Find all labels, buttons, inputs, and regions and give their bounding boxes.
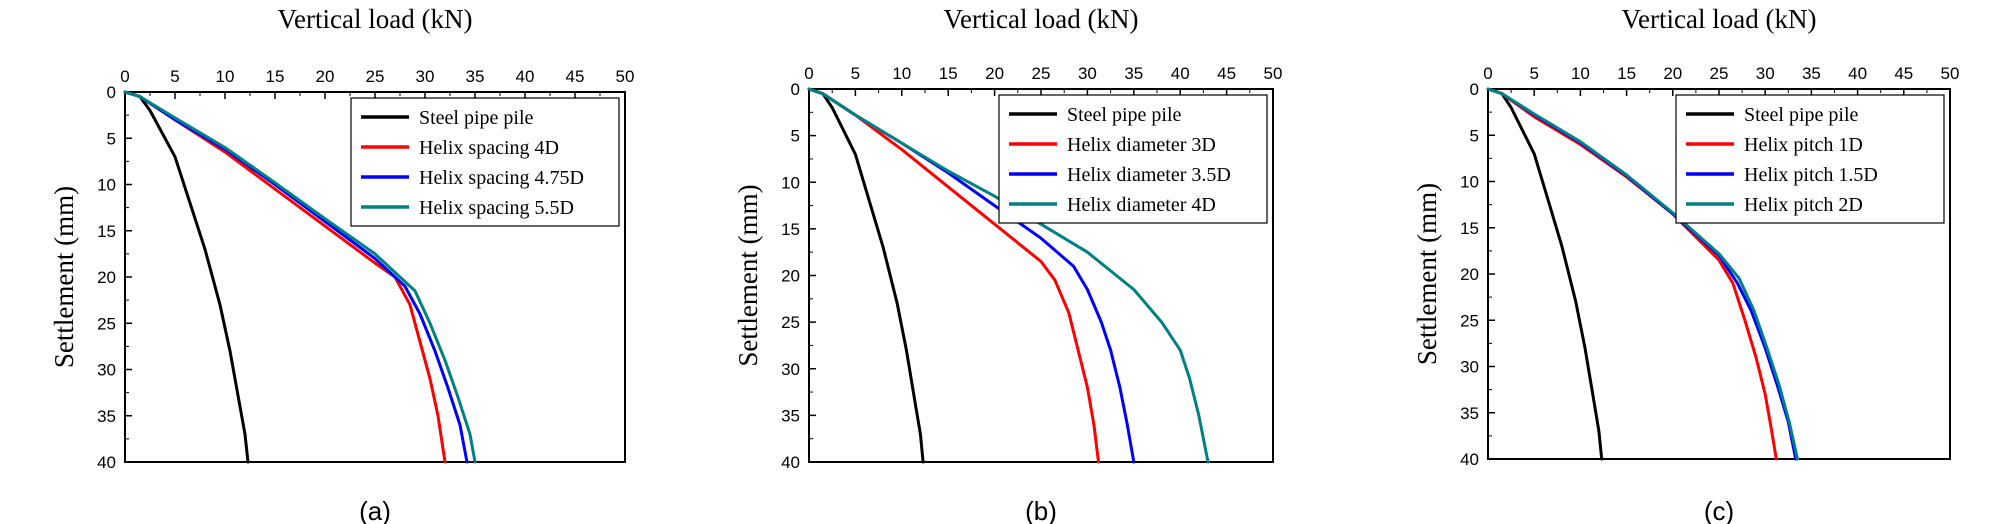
legend: Steel pipe pile Helix spacing 4D Helix spa… [350,97,620,227]
legend-box [350,97,620,227]
y-tick-label: 20 [97,268,116,287]
x-tick-label: 10 [216,67,235,86]
x-tick-label: 40 [1848,64,1867,83]
x-tick-label: 20 [316,67,335,86]
y-tick-label: 15 [97,222,116,241]
x-tick-label: 25 [1710,64,1729,83]
y-tick-label: 10 [97,176,116,195]
x-tick-label: 15 [1617,64,1636,83]
y-tick-label: 20 [781,267,800,286]
legend-label: Helix pitch 1D [1744,134,1863,156]
x-axis-title: Vertical load (kN) [1622,4,1817,34]
y-tick-label: 15 [1460,219,1479,238]
x-tick-label: 45 [1217,64,1236,83]
legend-label: Helix pitch 1.5D [1744,164,1878,186]
x-tick-label: 35 [1802,64,1821,83]
x-axis-title: Vertical load (kN) [278,4,473,34]
x-tick-label: 20 [1663,64,1682,83]
legend-label: Helix spacing 4D [419,137,559,159]
x-tick-label: 25 [1032,64,1051,83]
x-tick-label: 40 [1171,64,1190,83]
y-axis-title: Settlement (mm) [49,186,79,368]
legend-box [998,94,1268,224]
x-tick-label: 40 [516,67,535,86]
y-tick-label: 40 [1460,450,1479,469]
x-tick-label: 5 [1529,64,1538,83]
legend: Steel pipe pile Helix pitch 1D Helix pitch… [1675,94,1945,224]
x-tick-label: 20 [985,64,1004,83]
series-line-4 [123,90,477,464]
y-tick-label: 40 [781,453,800,472]
y-tick-label: 35 [1460,404,1479,423]
series-line-2 [1486,87,1778,461]
legend: Steel pipe pile Helix diameter 3D Helix di… [998,94,1268,224]
legend-label: Helix pitch 2D [1744,194,1863,216]
x-tick-label: 15 [266,67,285,86]
series-line-4 [1486,87,1799,461]
series-line-4 [807,87,1210,464]
x-tick-label: 50 [616,67,635,86]
x-tick-label: 10 [892,64,911,83]
x-tick-label: 0 [804,64,813,83]
y-tick-label: 30 [97,361,116,380]
legend-label: Helix diameter 3D [1067,134,1216,156]
x-tick-label: 45 [566,67,585,86]
y-tick-label: 0 [107,83,116,102]
y-tick-label: 25 [781,313,800,332]
chart-panel: 0 5 10 15 20 25 30 35 40 45 50 0 5 10 15 20 25 30 35 40 Vert… [1412,4,1959,524]
x-tick-label: 0 [120,67,129,86]
y-axis-title: Settlement (mm) [1412,183,1442,365]
y-tick-label: 0 [791,80,800,99]
x-tick-label: 5 [170,67,179,86]
panel-label: (c) [1704,496,1734,524]
y-tick-label: 15 [781,220,800,239]
x-tick-label: 5 [851,64,860,83]
y-tick-label: 10 [1460,173,1479,192]
series-line-1 [1486,87,1604,461]
x-axis-title: Vertical load (kN) [944,4,1139,34]
y-tick-label: 10 [781,173,800,192]
y-tick-label: 20 [1460,265,1479,284]
x-tick-label: 30 [1078,64,1097,83]
x-tick-label: 30 [416,67,435,86]
y-tick-label: 35 [781,406,800,425]
x-tick-label: 10 [1571,64,1590,83]
x-tick-label: 15 [939,64,958,83]
series-line-1 [123,90,250,464]
legend-label: Steel pipe pile [1067,104,1182,126]
y-tick-label: 5 [791,127,800,146]
x-tick-label: 50 [1941,64,1960,83]
y-axis-title: Settlement (mm) [733,184,763,366]
x-tick-label: 25 [366,67,385,86]
x-tick-label: 35 [466,67,485,86]
chart-panel: 0 5 10 15 20 25 30 35 40 45 50 0 5 10 15 20 25 30 35 40 Vert… [49,4,634,524]
y-tick-label: 5 [107,129,116,148]
x-tick-label: 45 [1894,64,1913,83]
legend-label: Helix spacing 5.5D [419,197,574,219]
legend-label: Helix spacing 4.75D [419,167,584,189]
legend-label: Helix diameter 4D [1067,194,1216,216]
x-tick-label: 30 [1756,64,1775,83]
panel-label: (a) [359,496,391,524]
y-tick-label: 25 [97,314,116,333]
y-tick-label: 5 [1470,126,1479,145]
y-tick-label: 25 [1460,311,1479,330]
x-tick-label: 35 [1124,64,1143,83]
x-tick-label: 0 [1483,64,1492,83]
y-tick-label: 35 [97,407,116,426]
y-tick-label: 30 [781,360,800,379]
chart-panel: 0 5 10 15 20 25 30 35 40 45 50 0 5 10 15 20 25 30 35 40 Vert… [733,4,1282,524]
x-tick-label: 50 [1264,64,1283,83]
series-line-3 [123,90,469,464]
y-tick-label: 40 [97,453,116,472]
y-tick-label: 30 [1460,358,1479,377]
legend-label: Steel pipe pile [419,107,534,129]
legend-box [1675,94,1945,224]
panel-label: (b) [1025,496,1057,524]
legend-label: Helix diameter 3.5D [1067,164,1231,186]
legend-label: Steel pipe pile [1744,104,1859,126]
series-line-1 [807,87,925,464]
y-tick-label: 0 [1470,80,1479,99]
